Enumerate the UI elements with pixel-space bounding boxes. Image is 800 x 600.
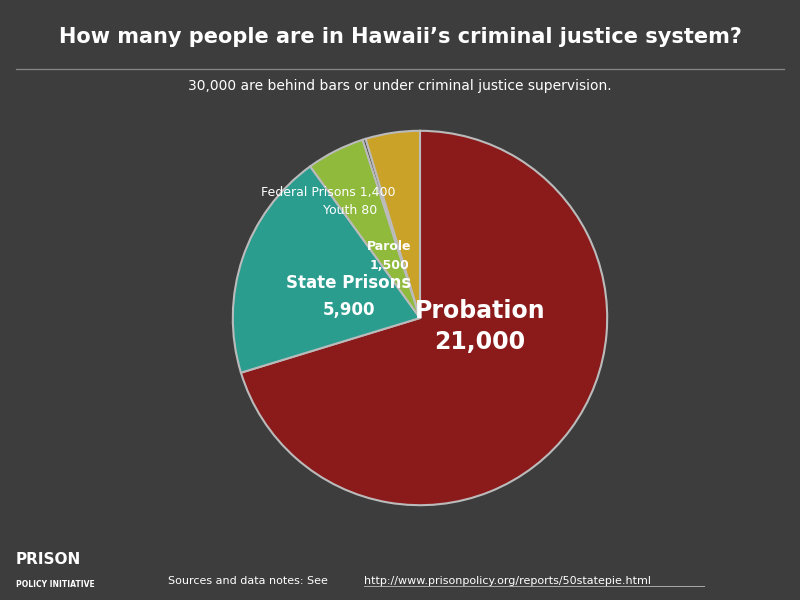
Text: 5,900: 5,900	[322, 301, 375, 319]
Wedge shape	[233, 166, 420, 373]
Text: Parole: Parole	[367, 240, 412, 253]
Wedge shape	[241, 131, 607, 505]
Wedge shape	[366, 131, 420, 318]
Text: Probation: Probation	[414, 299, 546, 323]
Text: POLICY INITIATIVE: POLICY INITIATIVE	[16, 580, 94, 589]
Text: http://www.prisonpolicy.org/reports/50statepie.html: http://www.prisonpolicy.org/reports/50st…	[364, 576, 651, 586]
Wedge shape	[310, 140, 420, 318]
Text: Youth 80: Youth 80	[323, 204, 377, 217]
Text: 1,500: 1,500	[370, 259, 410, 272]
Text: State Prisons: State Prisons	[286, 274, 411, 292]
Wedge shape	[362, 139, 420, 318]
Text: 21,000: 21,000	[434, 331, 526, 355]
Text: 30,000 are behind bars or under criminal justice supervision.: 30,000 are behind bars or under criminal…	[188, 79, 612, 93]
Text: PRISON: PRISON	[16, 552, 82, 567]
Text: Sources and data notes: See: Sources and data notes: See	[168, 576, 331, 586]
Text: How many people are in Hawaii’s criminal justice system?: How many people are in Hawaii’s criminal…	[58, 27, 742, 47]
Text: Federal Prisons 1,400: Federal Prisons 1,400	[262, 185, 396, 199]
